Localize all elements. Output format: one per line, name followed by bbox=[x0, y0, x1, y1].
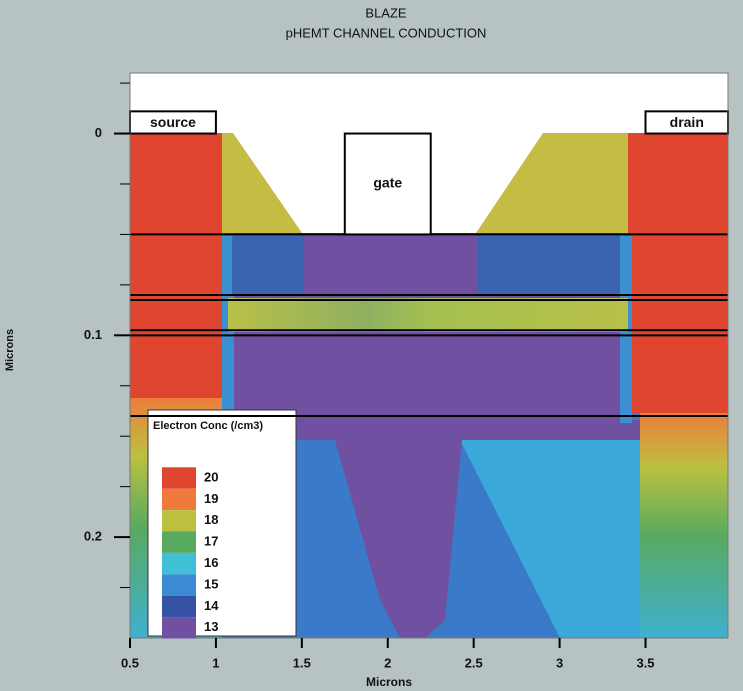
plot-frame bbox=[129, 72, 729, 639]
legend-level: 18 bbox=[204, 512, 218, 527]
electrode bbox=[343, 132, 432, 236]
x-axis-label: Microns bbox=[366, 675, 412, 689]
legend-swatch bbox=[162, 552, 196, 575]
legend-title: Electron Conc (/cm3) bbox=[153, 420, 263, 432]
y-tick-label: 0 bbox=[95, 125, 102, 140]
legend-level: 17 bbox=[204, 534, 218, 549]
legend-level: 14 bbox=[204, 598, 219, 613]
x-tick-label: 3.5 bbox=[636, 655, 654, 670]
chart-title: BLAZE bbox=[365, 5, 407, 20]
legend-swatch bbox=[162, 488, 196, 511]
x-tick-label: 3 bbox=[556, 655, 563, 670]
x-tick-label: 2 bbox=[384, 655, 391, 670]
chart-subtitle: pHEMT CHANNEL CONDUCTION bbox=[286, 25, 487, 40]
x-tick-label: 0.5 bbox=[121, 655, 139, 670]
legend-level: 16 bbox=[204, 555, 218, 570]
y-tick-label: 0.2 bbox=[84, 529, 102, 544]
legend-swatch bbox=[162, 467, 196, 489]
legend-level: 15 bbox=[204, 576, 218, 591]
y-axis-label: Microns bbox=[4, 329, 16, 371]
electrode-label: drain bbox=[670, 114, 704, 130]
legend-swatch bbox=[162, 574, 196, 596]
electrode-label: gate bbox=[373, 175, 402, 191]
x-tick-label: 2.5 bbox=[465, 655, 483, 670]
legend-swatch bbox=[162, 595, 196, 618]
x-tick-label: 1 bbox=[212, 655, 219, 670]
legend-level: 13 bbox=[204, 619, 218, 634]
x-tick-label: 1.5 bbox=[293, 655, 311, 670]
y-tick-label: 0.1 bbox=[84, 327, 102, 342]
legend-level: 20 bbox=[204, 469, 218, 484]
legend-swatch bbox=[162, 531, 196, 553]
legend-level: 19 bbox=[204, 491, 218, 506]
legend-swatch bbox=[162, 617, 196, 639]
legend-swatch bbox=[162, 510, 196, 532]
electrode-label: source bbox=[150, 114, 196, 130]
